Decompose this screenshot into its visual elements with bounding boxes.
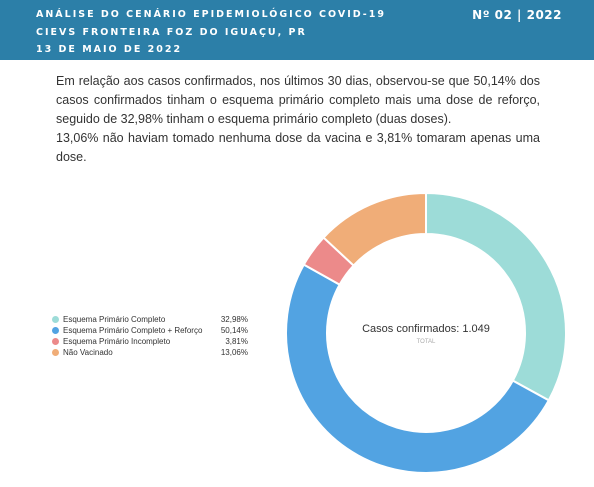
header-date: 13 DE MAIO DE 2022: [36, 44, 183, 55]
legend-label: Não Vacinado: [63, 348, 113, 357]
legend-label: Esquema Primário Incompleto: [63, 337, 171, 346]
summary-paragraph-1: Em relação aos casos confirmados, nos úl…: [56, 74, 540, 126]
slice-reforco: [285, 263, 551, 474]
donut-slices: [285, 191, 567, 474]
legend-swatch: [52, 349, 59, 356]
header-subtitle: CIEVS FRONTEIRA FOZ DO IGUAÇU, PR: [36, 27, 307, 38]
summary-paragraph-2: 13,06% não haviam tomado nenhuma dose da…: [56, 131, 540, 164]
chart-legend: Esquema Primário Completo 32,98% Esquema…: [52, 314, 248, 358]
slice-completo: [425, 191, 567, 402]
center-subtitle: TOTAL: [417, 339, 436, 345]
legend-value: 3,81%: [225, 337, 248, 346]
legend-label: Esquema Primário Completo: [63, 315, 166, 324]
summary-text: Em relação aos casos confirmados, nos úl…: [56, 72, 540, 167]
header-title: ANÁLISE DO CENÁRIO EPIDEMIOLÓGICO COVID-…: [36, 9, 386, 20]
legend-item-completo: Esquema Primário Completo 32,98%: [52, 314, 248, 325]
issue-number: Nº 02 | 2022: [472, 8, 562, 22]
legend-swatch: [52, 338, 59, 345]
legend-value: 32,98%: [220, 315, 248, 324]
legend-swatch: [52, 316, 59, 323]
center-title: Casos confirmados: 1.049: [362, 323, 490, 335]
legend-item-incompleto: Esquema Primário Incompleto 3,81%: [52, 336, 248, 347]
legend-value: 13,06%: [220, 348, 248, 357]
legend-item-reforco: Esquema Primário Completo + Reforço 50,1…: [52, 325, 248, 336]
slice-nao-vacinado: [322, 191, 427, 267]
legend-label: Esquema Primário Completo + Reforço: [63, 326, 203, 335]
legend-item-nao-vacinado: Não Vacinado 13,06%: [52, 347, 248, 358]
legend-value: 50,14%: [220, 326, 248, 335]
report-header: ANÁLISE DO CENÁRIO EPIDEMIOLÓGICO COVID-…: [0, 0, 594, 60]
legend-swatch: [52, 327, 59, 334]
